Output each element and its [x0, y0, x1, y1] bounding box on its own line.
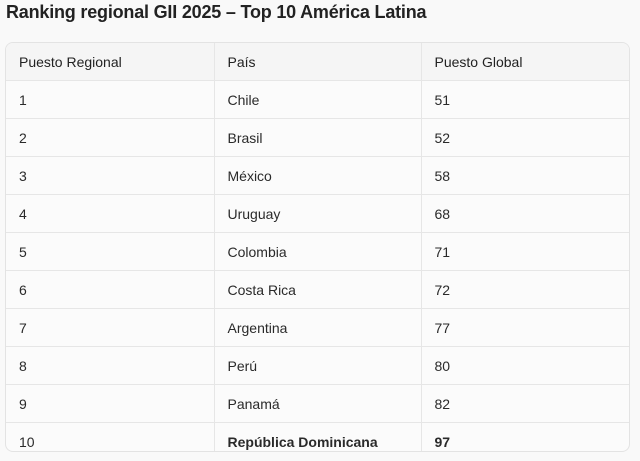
cell-puesto-regional: 9 — [6, 384, 215, 423]
cell-pais: Panamá — [214, 384, 422, 423]
cell-puesto-global: 72 — [421, 270, 629, 309]
cell-puesto-regional: 1 — [6, 80, 215, 119]
header-puesto-global: Puesto Global — [421, 43, 629, 81]
cell-puesto-regional: 5 — [6, 232, 215, 271]
cell-puesto-regional: 2 — [6, 118, 215, 157]
cell-pais: Brasil — [214, 118, 422, 157]
header-pais: País — [214, 43, 422, 81]
table-row: 5 Colombia 71 — [6, 232, 629, 271]
table-row: 9 Panamá 82 — [6, 384, 629, 423]
cell-puesto-global: 58 — [421, 156, 629, 195]
cell-pais: México — [214, 156, 422, 195]
cell-puesto-global: 77 — [421, 308, 629, 347]
cell-pais: Colombia — [214, 232, 422, 271]
table-row: 4 Uruguay 68 — [6, 194, 629, 233]
cell-puesto-global: 68 — [421, 194, 629, 233]
cell-pais: Costa Rica — [214, 270, 422, 309]
table-header-row: Puesto Regional País Puesto Global — [6, 43, 629, 81]
cell-puesto-global: 52 — [421, 118, 629, 157]
cell-puesto-global: 97 — [434, 433, 451, 450]
cell-pais: Argentina — [214, 308, 422, 347]
page-title: Ranking regional GII 2025 – Top 10 Améri… — [6, 2, 427, 22]
header-puesto-regional: Puesto Regional — [6, 43, 215, 81]
table-row: 6 Costa Rica 72 — [6, 270, 629, 309]
table-row: 3 México 58 — [6, 156, 629, 195]
table-row-highlighted: 10 República Dominicana 97 — [6, 422, 629, 451]
cell-puesto-regional: 8 — [6, 346, 215, 385]
table-row: 7 Argentina 77 — [6, 308, 629, 347]
cell-puesto-global: 82 — [421, 384, 629, 423]
table-row: 1 Chile 51 — [6, 80, 629, 119]
cell-pais: Chile — [214, 80, 422, 119]
cell-puesto-global: 51 — [421, 80, 629, 119]
cell-puesto-global: 71 — [421, 232, 629, 271]
cell-pais: Uruguay — [214, 194, 422, 233]
cell-puesto-global: 80 — [421, 346, 629, 385]
ranking-table: Puesto Regional País Puesto Global 1 Chi… — [5, 42, 630, 452]
cell-puesto-regional: 4 — [6, 194, 215, 233]
table-row: 8 Perú 80 — [6, 346, 629, 385]
cell-puesto-regional: 6 — [6, 270, 215, 309]
cell-puesto-regional: 10 — [6, 422, 215, 451]
cell-puesto-regional: 7 — [6, 308, 215, 347]
cell-pais: República Dominicana — [214, 422, 422, 451]
cell-pais: Perú — [214, 346, 422, 385]
cell-puesto-regional: 3 — [6, 156, 215, 195]
table-row: 2 Brasil 52 — [6, 118, 629, 157]
